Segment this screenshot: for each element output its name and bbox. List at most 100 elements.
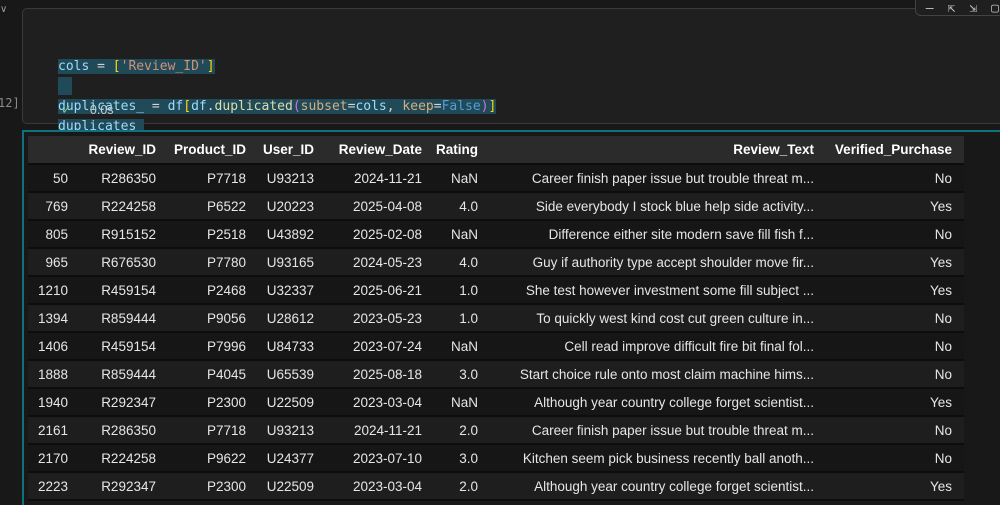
more-actions-icon[interactable]: ▢ bbox=[991, 1, 999, 16]
table-cell: R915152 bbox=[101, 226, 156, 242]
table-row: 1394 R859444 P9056 U28612 2023-05-23 1.0 To qu… bbox=[28, 305, 964, 331]
table-row: 805 R915152 P2518 U43892 2025-02-08 NaN Differ… bbox=[28, 221, 964, 247]
table-cell: U84733 bbox=[266, 338, 314, 354]
dataframe-table: Review_ID Product_ID User_ID Review_Date Rat… bbox=[28, 136, 964, 501]
table-cell: 2161 bbox=[37, 422, 68, 438]
table-row: 2170 R224258 P9622 U24377 2023-07-10 3.0 Kitch… bbox=[28, 445, 964, 471]
table-cell: U20223 bbox=[266, 198, 314, 214]
table-cell: P2518 bbox=[206, 226, 246, 242]
table-cell: Cell read improve difficult fire bit fin… bbox=[564, 338, 814, 354]
table-cell: NaN bbox=[450, 226, 478, 242]
table-header-row: Review_ID Product_ID User_ID Review_Date Rat… bbox=[28, 136, 964, 163]
table-cell: U22509 bbox=[266, 394, 314, 410]
table-cell: U93213 bbox=[266, 422, 314, 438]
code-lines: cols = ['Review_ID'] duplicates_ = df[df.… bbox=[58, 57, 997, 137]
table-cell: R459154 bbox=[101, 282, 156, 298]
cell-status-bar: ✓ 0.0s bbox=[61, 101, 114, 119]
execution-time: 0.0s bbox=[89, 103, 114, 117]
table-cell: P7996 bbox=[206, 338, 246, 354]
table-cell: No bbox=[934, 226, 952, 242]
table-cell: NaN bbox=[450, 170, 478, 186]
table-cell: 2023-05-23 bbox=[352, 310, 422, 326]
table-cell: 2025-02-08 bbox=[352, 226, 422, 242]
table-cell: U22509 bbox=[266, 478, 314, 494]
table-row: 965 R676530 P7780 U93165 2024-05-23 4.0 Guy if… bbox=[28, 249, 964, 275]
success-check-icon: ✓ bbox=[61, 102, 72, 117]
table-cell: She test however investment some fill su… bbox=[525, 282, 814, 298]
table-cell: 2023-03-04 bbox=[352, 394, 422, 410]
table-cell: 2024-11-21 bbox=[353, 422, 422, 438]
table-cell: No bbox=[934, 170, 952, 186]
table-cell: 2023-07-10 bbox=[352, 450, 422, 466]
table-cell: No bbox=[934, 310, 952, 326]
column-header: Product_ID bbox=[173, 142, 246, 157]
cell-collapse-chevron-icon[interactable]: ∨ bbox=[0, 4, 10, 15]
table-cell: Side everybody I stock blue help side ac… bbox=[535, 198, 814, 214]
table-cell: Guy if authority type accept shoulder mo… bbox=[532, 254, 814, 270]
table-cell: R859444 bbox=[101, 310, 156, 326]
table-cell: R292347 bbox=[101, 394, 156, 410]
table-cell: R459154 bbox=[101, 338, 156, 354]
table-cell: P4045 bbox=[206, 366, 246, 382]
column-header: Review_Date bbox=[338, 142, 422, 157]
table-cell: R286350 bbox=[101, 422, 156, 438]
execute-below-icon[interactable]: ⇲ bbox=[969, 1, 978, 16]
table-cell: 2023-07-24 bbox=[352, 338, 422, 354]
table-cell: 2025-04-08 bbox=[352, 198, 422, 214]
table-cell: P7718 bbox=[206, 422, 246, 438]
cell-output-area: Review_ID Product_ID User_ID Review_Date Rat… bbox=[22, 130, 1000, 505]
table-cell: U93213 bbox=[266, 170, 314, 186]
code-line[interactable]: duplicates_ = df[df.duplicated(subset=co… bbox=[58, 99, 497, 114]
table-cell: 2023-03-04 bbox=[352, 478, 422, 494]
table-row: 1940 R292347 P2300 U22509 2023-03-04 NaN Altho… bbox=[28, 389, 964, 415]
table-cell: 2.0 bbox=[459, 422, 478, 438]
table-row: 1888 R859444 P4045 U65539 2025-08-18 3.0 Start… bbox=[28, 361, 964, 387]
column-header: Rating bbox=[436, 142, 478, 157]
table-cell: U43892 bbox=[266, 226, 314, 242]
table-cell: R292347 bbox=[101, 478, 156, 494]
notebook-code-cell[interactable]: cols = ['Review_ID'] duplicates_ = df[df.… bbox=[22, 8, 1000, 134]
column-header: Review_ID bbox=[88, 142, 156, 157]
table-cell: Yes bbox=[929, 282, 952, 298]
table-cell: U28612 bbox=[266, 310, 314, 326]
table-row: 2223 R292347 P2300 U22509 2023-03-04 2.0 Altho… bbox=[28, 473, 964, 499]
table-cell: Yes bbox=[929, 478, 952, 494]
table-cell: NaN bbox=[450, 338, 478, 354]
table-cell: R224258 bbox=[101, 198, 156, 214]
table-cell: No bbox=[934, 338, 952, 354]
table-cell: Yes bbox=[929, 394, 952, 410]
table-cell: 50 bbox=[52, 170, 68, 186]
table-cell: 1.0 bbox=[459, 310, 478, 326]
table-cell: Kitchen seem pick business recently ball… bbox=[522, 450, 814, 466]
table-cell: P2300 bbox=[206, 394, 246, 410]
table-cell: Yes bbox=[929, 198, 952, 214]
table-row: 50 R286350 P7718 U93213 2024-11-21 NaN Career … bbox=[28, 165, 964, 191]
table-row: 2161 R286350 P7718 U93213 2024-11-21 2.0 Caree… bbox=[28, 417, 964, 443]
table-cell: U93165 bbox=[266, 254, 314, 270]
table-cell: Career finish paper issue but trouble th… bbox=[531, 422, 814, 438]
collapse-cell-icon[interactable]: — bbox=[925, 1, 934, 16]
table-cell: NaN bbox=[450, 394, 478, 410]
table-cell: 2025-06-21 bbox=[352, 282, 422, 298]
table-cell: 1394 bbox=[37, 310, 68, 326]
table-row: 769 R224258 P6522 U20223 2025-04-08 4.0 Side e… bbox=[28, 193, 964, 219]
code-line[interactable] bbox=[58, 77, 997, 97]
table-cell: P6522 bbox=[206, 198, 246, 214]
table-cell: 3.0 bbox=[459, 366, 478, 382]
table-cell: 4.0 bbox=[459, 254, 478, 270]
table-cell: No bbox=[934, 450, 952, 466]
column-header: Review_Text bbox=[733, 142, 814, 157]
table-cell: To quickly west kind cost cut green cult… bbox=[536, 310, 814, 326]
code-line[interactable]: cols = ['Review_ID'] bbox=[58, 59, 215, 74]
table-cell: 2024-05-23 bbox=[352, 254, 422, 270]
table-cell: P9056 bbox=[206, 310, 246, 326]
table-cell: 2025-08-18 bbox=[352, 366, 422, 382]
table-cell: U24377 bbox=[266, 450, 314, 466]
table-cell: U65539 bbox=[266, 366, 314, 382]
table-cell: Yes bbox=[929, 254, 952, 270]
cell-toolbar: — ⇱ ⇲ ▢ bbox=[914, 0, 1000, 16]
table-cell: P2300 bbox=[206, 478, 246, 494]
table-cell: 2170 bbox=[37, 450, 68, 466]
execute-above-icon[interactable]: ⇱ bbox=[947, 1, 956, 16]
table-cell: 1406 bbox=[37, 338, 68, 354]
